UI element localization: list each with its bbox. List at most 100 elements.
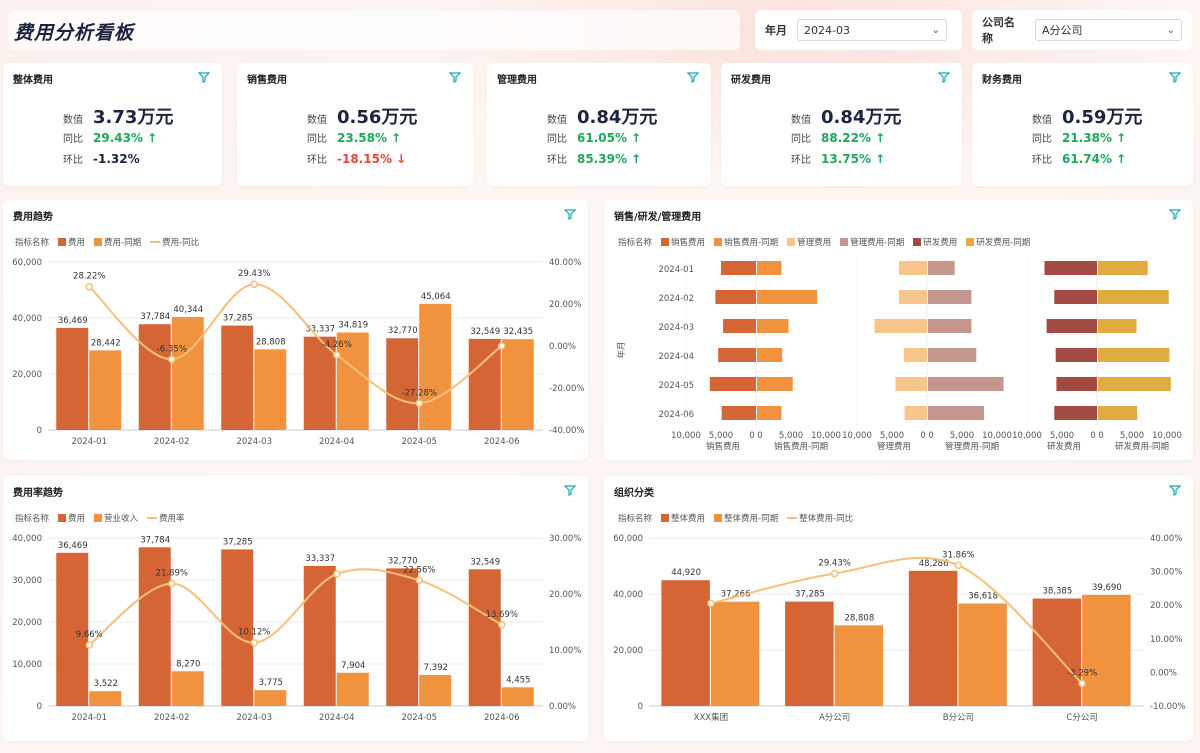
company-select[interactable]: A分公司 ⌄ xyxy=(1035,19,1182,41)
line-point xyxy=(85,282,93,291)
bar xyxy=(1098,348,1170,362)
y-tick-label: 60,000 xyxy=(613,534,643,544)
legend-item[interactable]: 费用率 xyxy=(147,512,185,524)
legend-label: 费用 xyxy=(68,514,86,524)
kpi-value-label: 数值 xyxy=(547,115,567,126)
page-title: 费用分析看板 xyxy=(8,10,740,50)
bar xyxy=(899,290,927,304)
legend-swatch xyxy=(840,238,849,246)
bar xyxy=(419,674,452,706)
bar xyxy=(468,569,501,706)
org-chart-legend: 指标名称 整体费用 整体费用-同期 整体费用-同比 xyxy=(618,512,858,524)
bar xyxy=(723,319,756,333)
legend-item[interactable]: 管理费用-同期 xyxy=(840,236,904,248)
legend-swatch xyxy=(787,238,796,246)
bar-value-label: 8,270 xyxy=(176,659,200,669)
filter-icon[interactable] xyxy=(198,71,210,83)
x-tick-label: 10,000 xyxy=(811,431,841,441)
arrow-icon: ↑ xyxy=(870,131,886,145)
legend-item[interactable]: 整体费用-同期 xyxy=(714,512,778,524)
line-point xyxy=(333,351,341,359)
legend-swatch xyxy=(787,517,798,519)
legend-label: 费用 xyxy=(68,238,86,248)
bar-value-label: 32,770 xyxy=(388,556,418,566)
kpi-mom-row: 环比 13.75% ↑ xyxy=(791,151,885,166)
bar-value-label: 3,775 xyxy=(259,678,283,688)
bar xyxy=(1098,261,1148,275)
panel-label: 研发费用 xyxy=(1047,441,1081,452)
legend-item[interactable]: 销售费用-同期 xyxy=(714,236,778,248)
bar xyxy=(1098,319,1137,333)
x-tick-label: 2024-03 xyxy=(236,713,272,723)
legend-label: 营业收入 xyxy=(104,514,139,524)
legend-item[interactable]: 研发费用 xyxy=(913,236,957,248)
bar-value-label: 28,808 xyxy=(256,337,286,347)
bar xyxy=(757,348,783,362)
bar-value-label: 28,442 xyxy=(91,338,121,348)
kpi-card: 管理费用 数值 0.84万元 同比 61.05% ↑ 环比 85.39% ↑ xyxy=(487,63,711,186)
y2-tick-label: -20.00% xyxy=(549,384,584,394)
kpi-card: 整体费用 数值 3.73万元 同比 29.43% ↑ 环比 -1.32% xyxy=(3,63,222,186)
filter-icon[interactable] xyxy=(564,208,576,220)
kpi-yoy-value: 61.05% ↑ xyxy=(577,131,642,145)
trend-chart-legend: 指标名称 费用 费用-同期 费用-同比 xyxy=(15,236,204,248)
line-point xyxy=(85,641,93,649)
bar xyxy=(254,349,287,430)
bar xyxy=(928,319,972,333)
chevron-down-icon: ⌄ xyxy=(1166,24,1175,36)
legend-item[interactable]: 费用 xyxy=(58,236,85,248)
filter-icon[interactable] xyxy=(687,71,699,83)
legend-item[interactable]: 整体费用-同比 xyxy=(787,512,853,524)
line-point xyxy=(168,355,176,364)
bar xyxy=(721,406,756,420)
x-tick-label: 2024-04 xyxy=(319,713,355,723)
y-tick-label: 20,000 xyxy=(12,370,42,380)
legend-item[interactable]: 费用 xyxy=(58,512,85,524)
bar xyxy=(709,377,756,391)
legend-item[interactable]: 整体费用 xyxy=(661,512,705,524)
filter-icon[interactable] xyxy=(449,71,461,83)
kpi-value-row: 数值 0.84万元 xyxy=(791,103,901,129)
line-value-label: 29.43% xyxy=(818,559,850,569)
filter-icon[interactable] xyxy=(1169,484,1181,496)
kpi-yoy-row: 同比 29.43% ↑ xyxy=(63,130,157,145)
bar xyxy=(834,625,884,706)
bar xyxy=(928,406,984,420)
line-value-label: 31.86% xyxy=(942,550,974,560)
y-tick-label: 0 xyxy=(37,702,42,712)
arrow-icon: ↑ xyxy=(1111,131,1127,145)
legend-item[interactable]: 管理费用 xyxy=(787,236,831,248)
dept-chart-legend: 指标名称 销售费用 销售费用-同期 管理费用 管理费用-同期 研发费用 研发费用-同期 xyxy=(618,236,1035,248)
trend-chart-title: 费用趋势 xyxy=(13,212,53,223)
kpi-card: 研发费用 数值 0.84万元 同比 88.22% ↑ 环比 13.75% ↑ xyxy=(721,63,962,186)
rate-chart-title: 费用率趋势 xyxy=(13,488,63,499)
line-point xyxy=(1078,679,1086,688)
filter-icon[interactable] xyxy=(564,484,576,496)
line-point xyxy=(498,342,506,350)
legend-item[interactable]: 费用-同比 xyxy=(150,236,199,248)
x-tick-label: 5,000 xyxy=(1120,431,1144,441)
bar xyxy=(336,672,369,706)
legend-item[interactable]: 销售费用 xyxy=(661,236,705,248)
legend-label: 费用-同期 xyxy=(104,238,142,248)
bar xyxy=(1098,377,1171,391)
line-point xyxy=(168,579,176,588)
line-value-label: 29.43% xyxy=(238,269,270,279)
y-tick-label: 2024-06 xyxy=(658,410,694,420)
legend-title: 指标名称 xyxy=(618,238,653,248)
filter-icon[interactable] xyxy=(1169,208,1181,220)
line-value-label: -4.26% xyxy=(322,340,352,350)
bar-value-label: 37,784 xyxy=(140,535,170,545)
x-tick-label: XXX集团 xyxy=(694,712,728,723)
chevron-down-icon: ⌄ xyxy=(931,24,940,36)
legend-item[interactable]: 营业收入 xyxy=(94,512,138,524)
month-select[interactable]: 2024-03 ⌄ xyxy=(797,19,947,41)
bar xyxy=(757,290,818,304)
filter-icon[interactable] xyxy=(938,71,950,83)
legend-item[interactable]: 研发费用-同期 xyxy=(966,236,1030,248)
legend-item[interactable]: 费用-同期 xyxy=(94,236,141,248)
y-axis-label: 年月 xyxy=(616,341,627,358)
month-filter-label: 年月 xyxy=(765,24,787,37)
bar-value-label: 32,435 xyxy=(503,327,533,337)
filter-icon[interactable] xyxy=(1169,71,1181,83)
